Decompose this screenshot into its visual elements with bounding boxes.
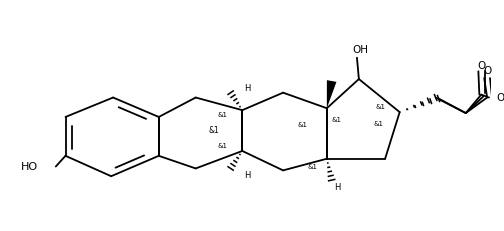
Text: HO: HO xyxy=(21,161,38,171)
Text: &1: &1 xyxy=(218,143,228,149)
Text: OH: OH xyxy=(353,45,369,55)
Text: &1: &1 xyxy=(209,126,220,135)
Text: &1: &1 xyxy=(373,121,384,127)
Text: &1: &1 xyxy=(307,164,317,170)
Text: &1: &1 xyxy=(375,104,385,110)
Text: H: H xyxy=(244,84,250,93)
Text: H: H xyxy=(244,171,250,180)
Text: &1: &1 xyxy=(297,122,307,128)
Polygon shape xyxy=(327,80,337,108)
Text: O: O xyxy=(497,93,504,103)
Text: &1: &1 xyxy=(332,117,342,123)
Text: O: O xyxy=(483,66,491,76)
Text: &1: &1 xyxy=(218,112,228,118)
Text: H: H xyxy=(335,183,341,192)
Text: O: O xyxy=(477,61,485,71)
